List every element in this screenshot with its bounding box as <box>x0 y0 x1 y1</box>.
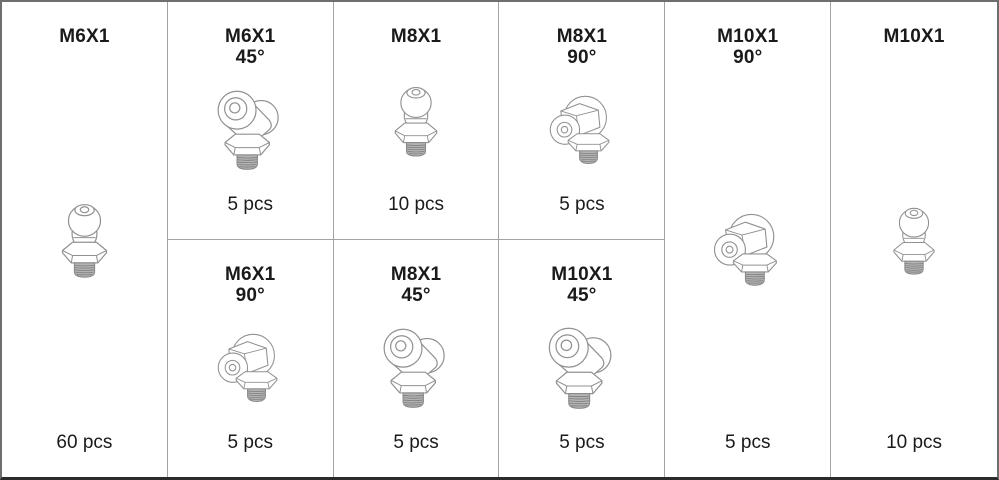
cell-m10x1-45deg: M10X1 45° 5 pcs <box>499 239 666 477</box>
cell-m6x1-90deg: M6X1 90° 5 pcs <box>167 239 334 477</box>
fitting-illustration <box>174 68 327 194</box>
quantity-label: 5 pcs <box>227 193 273 215</box>
angle-label: 90° <box>235 284 265 306</box>
grease-fitting-straight-icon <box>57 201 112 278</box>
quantity-label: 5 pcs <box>559 432 605 453</box>
cell-m8x1-straight: M8X1 10 pcs <box>333 2 500 240</box>
grease-fitting-90deg-icon <box>547 93 617 168</box>
quantity-label: 5 pcs <box>393 432 439 453</box>
angle-label: 45° <box>401 284 431 306</box>
angle-label: 45° <box>567 284 597 306</box>
size-label: M10X1 <box>883 26 945 47</box>
angle-label: 90° <box>733 47 763 68</box>
grease-fitting-45deg-icon <box>214 87 286 174</box>
size-label: M10X1 <box>551 263 613 285</box>
size-label: M8X1 <box>390 26 442 47</box>
size-label: M10X1 <box>717 26 779 47</box>
fitting-illustration <box>8 47 161 432</box>
cell-m8x1-90deg: M8X1 90° 5 pcs <box>499 2 666 240</box>
quantity-label: 60 pcs <box>56 432 113 453</box>
cell-m10x1-90deg: M10X1 90° 5 pcs <box>665 2 832 477</box>
grease-fitting-90deg-icon <box>711 211 785 290</box>
grease-fitting-45deg-icon <box>380 325 452 412</box>
grease-fitting-straight-icon <box>390 84 442 157</box>
size-label: M8X1 <box>390 263 442 285</box>
quantity-label: 5 pcs <box>725 432 771 453</box>
fitting-illustration <box>671 68 824 432</box>
fitting-illustration <box>174 306 327 433</box>
quantity-label: 5 pcs <box>227 432 273 453</box>
fitting-illustration <box>505 306 658 433</box>
grease-fitting-straight-icon <box>889 205 939 275</box>
quantity-label: 10 pcs <box>886 432 943 453</box>
size-label: M6X1 <box>225 263 276 285</box>
grease-fitting-45deg-icon <box>545 324 619 413</box>
size-label: M6X1 <box>225 26 276 47</box>
quantity-label: 5 pcs <box>559 193 605 215</box>
fitting-illustration <box>340 306 493 433</box>
cell-m6x1-straight: M6X1 60 pcs <box>2 2 168 477</box>
angle-label: 45° <box>235 47 265 68</box>
cell-m8x1-45deg: M8X1 45° 5 pcs <box>333 239 500 477</box>
fitting-illustration <box>505 68 658 194</box>
quantity-label: 10 pcs <box>388 193 445 215</box>
fitting-illustration <box>340 47 493 194</box>
size-label: M6X1 <box>59 26 110 47</box>
angle-label: 90° <box>567 47 597 68</box>
size-label: M8X1 <box>556 26 608 47</box>
cell-m6x1-45deg: M6X1 45° 5 pcs <box>167 2 334 240</box>
cell-m10x1-straight: M10X1 10 pcs <box>831 2 997 477</box>
grease-fitting-90deg-icon <box>215 331 285 406</box>
fitting-illustration <box>837 47 991 432</box>
